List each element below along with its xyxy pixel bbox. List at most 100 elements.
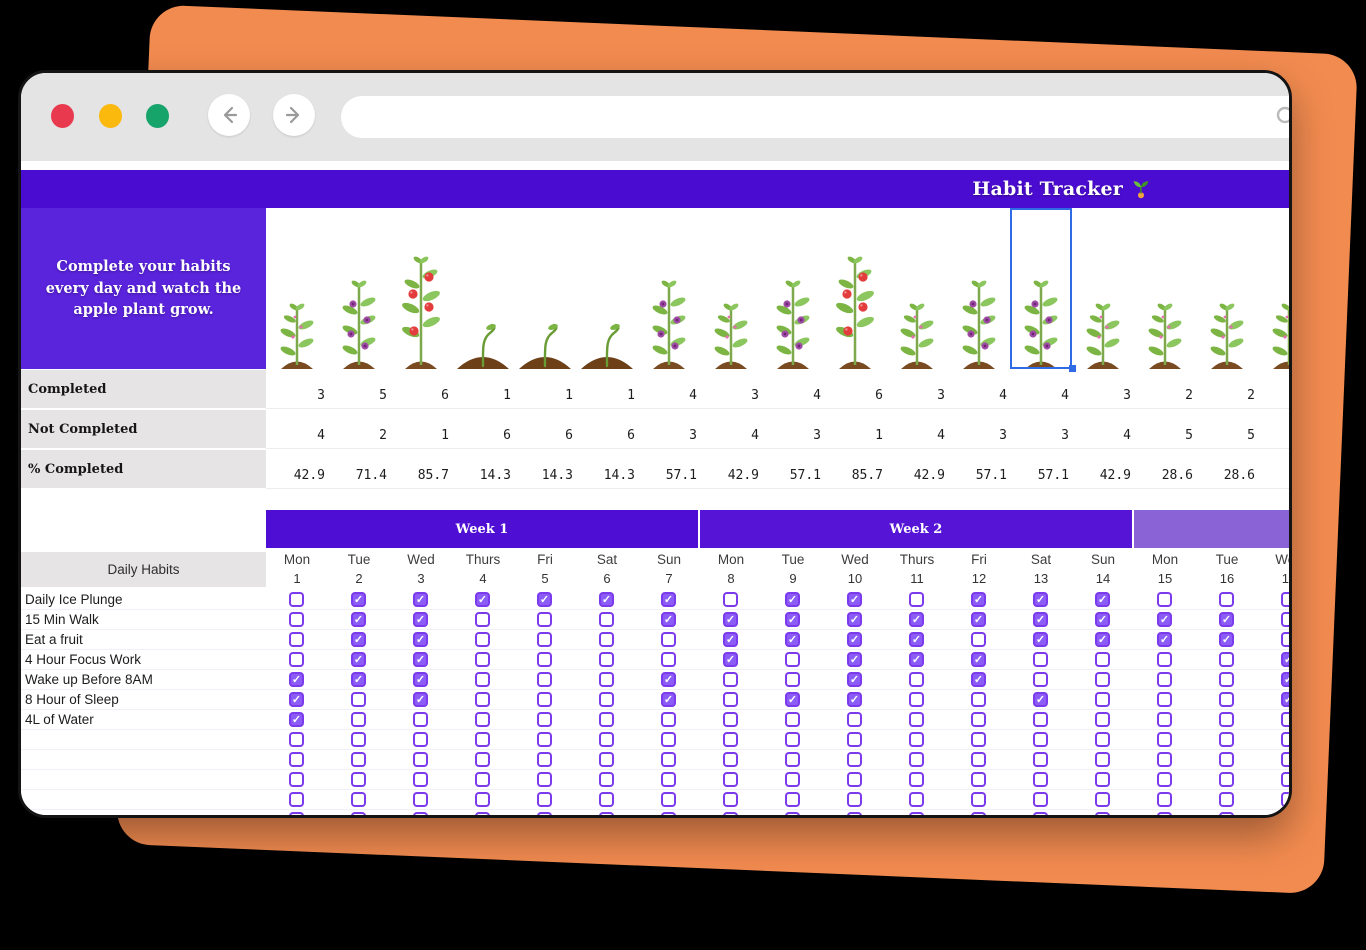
- habit-checkbox[interactable]: [1157, 792, 1172, 807]
- habit-checkbox[interactable]: ✓: [971, 592, 986, 607]
- habit-checkbox[interactable]: [723, 672, 738, 687]
- habit-checkbox[interactable]: [475, 772, 490, 787]
- habit-checkbox[interactable]: [475, 652, 490, 667]
- habit-checkbox[interactable]: [1033, 672, 1048, 687]
- habit-checkbox[interactable]: [289, 812, 304, 815]
- habit-checkbox[interactable]: [289, 772, 304, 787]
- habit-checkbox[interactable]: ✓: [661, 612, 676, 627]
- habit-checkbox[interactable]: [723, 752, 738, 767]
- habit-checkbox[interactable]: ✓: [1219, 612, 1234, 627]
- habit-checkbox[interactable]: ✓: [785, 592, 800, 607]
- habit-checkbox[interactable]: [909, 752, 924, 767]
- habit-checkbox[interactable]: [1219, 672, 1234, 687]
- habit-checkbox[interactable]: [847, 792, 862, 807]
- habit-checkbox[interactable]: [599, 772, 614, 787]
- habit-checkbox[interactable]: ✓: [785, 612, 800, 627]
- habit-checkbox[interactable]: [537, 692, 552, 707]
- habit-checkbox[interactable]: [537, 812, 552, 815]
- habit-checkbox[interactable]: [599, 612, 614, 627]
- habit-checkbox[interactable]: [785, 752, 800, 767]
- habit-checkbox[interactable]: [1157, 712, 1172, 727]
- habit-checkbox[interactable]: [351, 792, 366, 807]
- habit-checkbox[interactable]: [537, 632, 552, 647]
- habit-checkbox[interactable]: [1219, 652, 1234, 667]
- habit-checkbox[interactable]: [289, 792, 304, 807]
- zoom-window-button[interactable]: [146, 104, 169, 128]
- habit-checkbox[interactable]: [289, 732, 304, 747]
- habit-checkbox[interactable]: [847, 712, 862, 727]
- habit-checkbox[interactable]: [537, 732, 552, 747]
- habit-checkbox[interactable]: [661, 792, 676, 807]
- habit-checkbox[interactable]: [413, 772, 428, 787]
- habit-checkbox[interactable]: [1033, 812, 1048, 815]
- habit-checkbox[interactable]: [413, 712, 428, 727]
- habit-checkbox[interactable]: [909, 692, 924, 707]
- habit-checkbox[interactable]: ✓: [1095, 632, 1110, 647]
- habit-checkbox[interactable]: [785, 812, 800, 815]
- habit-checkbox[interactable]: [661, 732, 676, 747]
- habit-checkbox[interactable]: [537, 752, 552, 767]
- selection-handle[interactable]: [1069, 365, 1076, 372]
- forward-button[interactable]: [273, 94, 315, 136]
- habit-checkbox[interactable]: ✓: [847, 652, 862, 667]
- habit-checkbox[interactable]: [351, 772, 366, 787]
- habit-checkbox[interactable]: [909, 732, 924, 747]
- habit-checkbox[interactable]: [661, 712, 676, 727]
- habit-checkbox[interactable]: [599, 632, 614, 647]
- habit-checkbox[interactable]: [723, 592, 738, 607]
- habit-checkbox[interactable]: [599, 672, 614, 687]
- habit-checkbox[interactable]: [1095, 732, 1110, 747]
- habit-checkbox[interactable]: [599, 712, 614, 727]
- habit-checkbox[interactable]: [1095, 772, 1110, 787]
- habit-checkbox[interactable]: [1033, 772, 1048, 787]
- habit-checkbox[interactable]: ✓: [661, 672, 676, 687]
- habit-checkbox[interactable]: [475, 612, 490, 627]
- habit-checkbox[interactable]: [661, 632, 676, 647]
- habit-checkbox[interactable]: ✓: [413, 612, 428, 627]
- habit-checkbox[interactable]: ✓: [785, 632, 800, 647]
- habit-checkbox[interactable]: ✓: [475, 592, 490, 607]
- habit-checkbox[interactable]: ✓: [1157, 632, 1172, 647]
- habit-checkbox[interactable]: [1219, 692, 1234, 707]
- habit-checkbox[interactable]: ✓: [847, 592, 862, 607]
- habit-checkbox[interactable]: [723, 772, 738, 787]
- habit-checkbox[interactable]: ✓: [1157, 612, 1172, 627]
- habit-checkbox[interactable]: [413, 752, 428, 767]
- habit-checkbox[interactable]: [413, 732, 428, 747]
- habit-checkbox[interactable]: [971, 692, 986, 707]
- habit-checkbox[interactable]: ✓: [971, 672, 986, 687]
- habit-checkbox[interactable]: ✓: [289, 692, 304, 707]
- habit-checkbox[interactable]: [1157, 752, 1172, 767]
- habit-checkbox[interactable]: [351, 752, 366, 767]
- habit-checkbox[interactable]: [351, 732, 366, 747]
- habit-checkbox[interactable]: [1157, 592, 1172, 607]
- habit-checkbox[interactable]: ✓: [351, 632, 366, 647]
- habit-checkbox[interactable]: [661, 772, 676, 787]
- habit-checkbox[interactable]: [1281, 732, 1289, 747]
- habit-checkbox[interactable]: [909, 772, 924, 787]
- habit-checkbox[interactable]: [909, 672, 924, 687]
- habit-checkbox[interactable]: [1095, 792, 1110, 807]
- habit-checkbox[interactable]: ✓: [599, 592, 614, 607]
- habit-checkbox[interactable]: [1157, 652, 1172, 667]
- habit-checkbox[interactable]: [661, 752, 676, 767]
- habit-checkbox[interactable]: [661, 812, 676, 815]
- habit-checkbox[interactable]: [847, 732, 862, 747]
- habit-checkbox[interactable]: [1281, 812, 1289, 815]
- habit-checkbox[interactable]: [971, 732, 986, 747]
- habit-checkbox[interactable]: [847, 752, 862, 767]
- habit-checkbox[interactable]: [1281, 612, 1289, 627]
- habit-checkbox[interactable]: [537, 612, 552, 627]
- habit-checkbox[interactable]: [847, 772, 862, 787]
- habit-checkbox[interactable]: [785, 732, 800, 747]
- habit-checkbox[interactable]: ✓: [723, 632, 738, 647]
- habit-checkbox[interactable]: ✓: [1095, 592, 1110, 607]
- habit-checkbox[interactable]: [351, 812, 366, 815]
- habit-checkbox[interactable]: [1219, 712, 1234, 727]
- habit-checkbox[interactable]: [971, 792, 986, 807]
- habit-checkbox[interactable]: [1095, 712, 1110, 727]
- habit-checkbox[interactable]: [289, 612, 304, 627]
- address-bar[interactable]: [341, 96, 1289, 138]
- habit-checkbox[interactable]: ✓: [971, 652, 986, 667]
- habit-checkbox[interactable]: ✓: [909, 632, 924, 647]
